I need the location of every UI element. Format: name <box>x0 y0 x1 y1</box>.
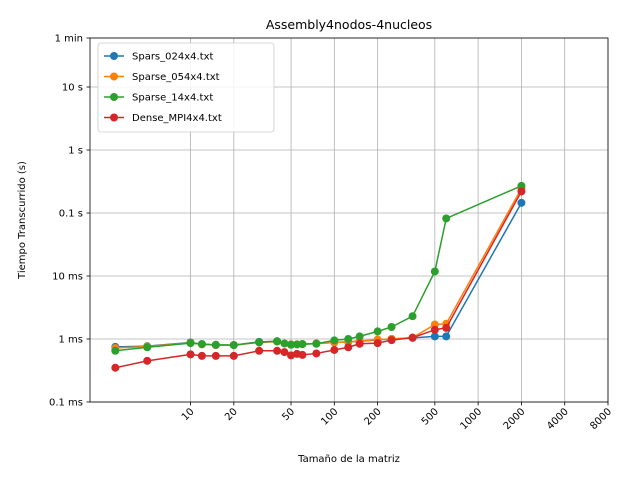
data-point <box>355 332 364 341</box>
legend-label: Sparse_054x4.txt <box>132 72 220 83</box>
data-point <box>280 339 289 348</box>
data-point <box>312 339 321 348</box>
data-point <box>298 350 307 359</box>
data-point <box>143 343 152 352</box>
data-point <box>273 337 282 346</box>
data-point <box>273 346 282 355</box>
data-point <box>517 187 526 196</box>
legend-swatch-marker <box>110 93 118 101</box>
legend-label: Dense_MPI4x4.txt <box>132 113 222 124</box>
y-tick-label: 0.1 ms <box>49 398 83 409</box>
y-tick-label: 1 s <box>68 146 83 157</box>
data-point <box>442 323 451 332</box>
data-point <box>298 340 307 349</box>
legend-swatch-marker <box>110 113 118 122</box>
data-point <box>211 340 220 349</box>
data-point <box>517 181 526 190</box>
y-tick-label: 1 ms <box>59 335 84 346</box>
legend-item: Dense_MPI4x4.txt <box>104 113 222 124</box>
legend-swatch-marker <box>110 52 118 60</box>
data-point <box>442 332 451 341</box>
legend-box <box>97 42 275 133</box>
legend-label: Sparse_14x4.txt <box>132 93 213 104</box>
y-tick-label: 1 min <box>55 34 83 45</box>
series-layer <box>111 181 526 372</box>
legend-item: Sparse_054x4.txt <box>104 72 220 83</box>
data-point <box>330 336 339 345</box>
data-point <box>186 339 195 348</box>
chart-title: Assembly4nodos-4nucleos <box>266 17 432 32</box>
data-point <box>430 332 439 341</box>
data-point <box>344 343 353 352</box>
data-point <box>312 349 321 358</box>
data-point <box>430 267 439 276</box>
y-axis: 0.1 ms 1 ms 10 ms 0.1 s 1 s 10 s 1 min <box>49 34 90 409</box>
data-point <box>330 345 339 354</box>
legend-swatch-marker <box>110 72 118 81</box>
plot-frame <box>89 37 609 403</box>
data-point <box>430 325 439 334</box>
y-tick-label: 10 ms <box>52 272 83 283</box>
legend-item: Spars_024x4.txt <box>104 52 214 63</box>
y-axis-label: Tiempo Transcurrido (s) <box>17 161 28 280</box>
data-point <box>408 333 417 342</box>
data-point <box>373 339 382 348</box>
data-point <box>111 346 120 355</box>
data-point <box>255 346 264 355</box>
data-point <box>197 340 206 349</box>
data-point <box>373 327 382 336</box>
data-point <box>229 341 238 350</box>
data-point <box>387 336 396 345</box>
data-point <box>287 340 296 349</box>
data-point <box>255 338 264 347</box>
data-point <box>517 198 526 207</box>
data-point <box>229 351 238 360</box>
data-point <box>111 363 120 372</box>
series-4 <box>111 187 526 372</box>
legend-label: Spars_024x4.txt <box>132 52 214 63</box>
y-tick-label: 0.1 s <box>59 209 83 220</box>
y-tick-label: 10 s <box>62 83 83 94</box>
data-point <box>408 312 417 321</box>
data-point <box>280 348 289 357</box>
data-point <box>344 335 353 344</box>
data-point <box>387 323 396 332</box>
data-point <box>186 350 195 359</box>
legend: Spars_024x4.txt Sparse_054x4.txt Sparse_14… <box>97 42 275 133</box>
data-point <box>143 356 152 365</box>
legend-item: Sparse_14x4.txt <box>104 93 213 104</box>
data-point <box>211 351 220 360</box>
series-3 <box>111 181 526 355</box>
data-point <box>442 214 451 223</box>
data-point <box>355 339 364 348</box>
data-point <box>197 351 206 360</box>
x-axis-label: Tamaño de la matriz <box>297 454 400 465</box>
